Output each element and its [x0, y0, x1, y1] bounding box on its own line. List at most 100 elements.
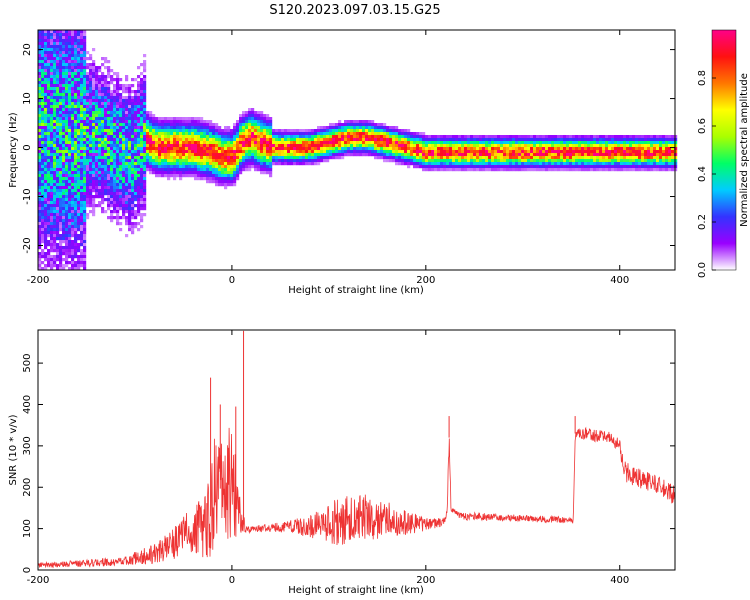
spectrogram-cell — [320, 141, 324, 145]
spectrogram-cell — [137, 165, 141, 169]
spectrogram-cell — [68, 120, 72, 124]
spectrogram-cell — [302, 159, 306, 163]
spectrogram-cell — [167, 144, 171, 148]
spectrogram-cell — [80, 144, 84, 148]
spectrogram-cell — [134, 153, 138, 157]
spectrogram-cell — [392, 138, 396, 142]
spectrogram-cell — [41, 102, 45, 106]
spectrogram-cell — [83, 168, 87, 172]
spectrogram-cell — [134, 96, 138, 100]
spectrogram-cell — [104, 198, 108, 202]
spectrogram-cell — [446, 153, 450, 157]
spectrogram-cell — [59, 33, 63, 37]
spectrogram-cell — [137, 213, 141, 217]
spectrogram-cell — [95, 183, 99, 187]
spectrogram-cell — [59, 246, 63, 250]
spectrogram-cell — [581, 147, 585, 151]
spectrogram-cell — [53, 93, 57, 97]
spectrogram-cell — [56, 123, 60, 127]
spectrogram-cell — [251, 132, 255, 136]
spectrogram-cell — [200, 147, 204, 151]
spectrogram-cell — [149, 165, 153, 169]
spectrogram-cell — [206, 123, 210, 127]
spectrogram-cell — [221, 171, 225, 175]
spectrogram-cell — [77, 192, 81, 196]
spectrogram-cell — [74, 243, 78, 247]
spectrogram-cell — [224, 183, 228, 187]
spectrogram-cell — [227, 156, 231, 160]
spectrogram-cell — [593, 135, 597, 139]
spectrogram-cell — [77, 96, 81, 100]
spectrogram-cell — [539, 147, 543, 151]
spectrogram-cell — [83, 255, 87, 259]
spectrogram-cell — [476, 144, 480, 148]
spectrogram-cell — [113, 135, 117, 139]
spectrogram-cell — [83, 108, 87, 112]
spectrogram-cell — [608, 159, 612, 163]
spectrogram-cell — [164, 132, 168, 136]
spectrogram-cell — [50, 78, 54, 82]
spectrogram-cell — [71, 99, 75, 103]
spectrogram-cell — [74, 240, 78, 244]
spectrogram-cell — [434, 162, 438, 166]
spectrogram-cell — [59, 63, 63, 67]
spectrogram-cell — [74, 180, 78, 184]
spectrogram-cell — [59, 168, 63, 172]
spectrogram-cell — [122, 126, 126, 130]
spectrogram-cell — [80, 57, 84, 61]
spectrogram-cell — [506, 138, 510, 142]
spectrogram-cell — [125, 129, 129, 133]
spectrogram-cell — [263, 141, 267, 145]
spectrogram-cell — [266, 135, 270, 139]
spectrogram-cell — [623, 156, 627, 160]
spectrogram-cell — [398, 144, 402, 148]
spectrogram-cell — [173, 162, 177, 166]
spectrogram-cell — [53, 180, 57, 184]
spectrogram-cell — [536, 147, 540, 151]
spectrogram-cell — [179, 153, 183, 157]
spectrogram-cell — [176, 135, 180, 139]
spectrogram-cell — [62, 57, 66, 61]
spectrogram-cell — [50, 51, 54, 55]
spectrogram-cell — [65, 90, 69, 94]
spectrogram-cell — [233, 177, 237, 181]
spectrogram-cell — [65, 252, 69, 256]
spectrogram-cell — [152, 117, 156, 121]
spectrogram-cell — [50, 114, 54, 118]
spectrogram-cell — [44, 84, 48, 88]
spectrogram-cell — [50, 171, 54, 175]
spectrogram-y-tick-label: -20 — [22, 237, 33, 253]
spectrogram-cell — [560, 162, 564, 166]
spectrogram-cell — [605, 138, 609, 142]
spectrogram-cell — [143, 168, 147, 172]
spectrogram-cell — [71, 231, 75, 235]
spectrogram-cell — [152, 114, 156, 118]
spectrogram-cell — [434, 138, 438, 142]
spectrogram-cell — [416, 150, 420, 154]
spectrogram-cell — [209, 150, 213, 154]
spectrogram-cell — [437, 168, 441, 172]
spectrogram-cell — [41, 54, 45, 58]
spectrogram-cell — [62, 72, 66, 76]
spectrogram-cell — [152, 120, 156, 124]
spectrogram-cell — [314, 138, 318, 142]
spectrogram-cell — [221, 180, 225, 184]
spectrogram-cell — [62, 219, 66, 223]
spectrogram-cell — [125, 153, 129, 157]
spectrogram-cell — [458, 159, 462, 163]
spectrogram-cell — [128, 117, 132, 121]
spectrogram-cell — [284, 135, 288, 139]
spectrogram-cell — [275, 141, 279, 145]
spectrogram-cell — [653, 135, 657, 139]
spectrogram-cell — [68, 84, 72, 88]
spectrogram-cell — [119, 111, 123, 115]
spectrogram-cell — [176, 132, 180, 136]
spectrogram-cell — [65, 207, 69, 211]
spectrogram-cell — [254, 132, 258, 136]
spectrogram-cell — [71, 57, 75, 61]
spectrogram-cell — [50, 75, 54, 79]
spectrogram-cell — [128, 201, 132, 205]
spectrogram-cell — [425, 144, 429, 148]
spectrogram-cell — [263, 165, 267, 169]
spectrogram-cell — [446, 138, 450, 142]
